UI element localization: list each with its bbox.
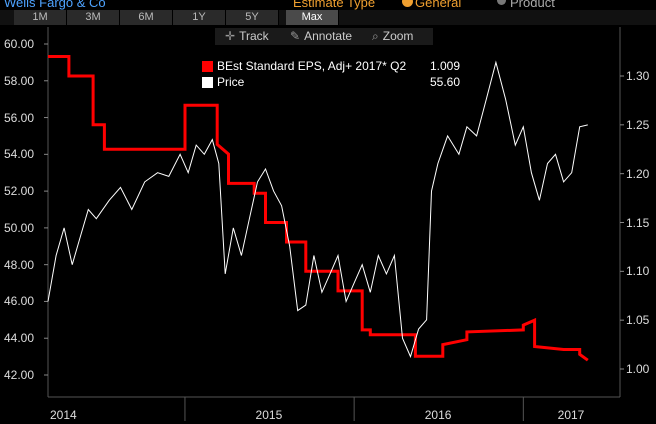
ticker-title: Wells Fargo & Co: [4, 0, 106, 10]
eps-series-line: [48, 55, 589, 362]
price-swatch: [202, 77, 213, 89]
crosshair-icon: ✛: [225, 29, 236, 43]
range-3m-button[interactable]: 3M: [67, 10, 120, 25]
y-left-tick-label: 52.00: [4, 184, 35, 199]
header-bar: Wells Fargo & Co Estimate Type General P…: [0, 0, 656, 10]
y-left-tick-label: 54.00: [4, 147, 35, 162]
annotate-label: Annotate: [304, 29, 353, 43]
track-tool[interactable]: ✛ Track: [225, 28, 269, 45]
legend-price: Price 55.60: [202, 75, 460, 90]
range-max-button[interactable]: Max: [286, 10, 339, 25]
option-product[interactable]: Product: [510, 0, 555, 10]
y-right-tick-label: 1.30: [626, 69, 650, 83]
legend-eps: BEst Standard EPS, Adj+ 2017* Q2 1.009: [202, 59, 460, 74]
chart-legend: BEst Standard EPS, Adj+ 2017* Q2 1.009 P…: [200, 57, 462, 91]
y-left-tick-label: 48.00: [4, 257, 35, 272]
price-label: Price: [217, 75, 245, 89]
track-label: Track: [239, 29, 269, 43]
y-right-tick-label: 1.10: [626, 264, 650, 279]
eps-swatch: [202, 61, 213, 73]
y-right-tick-label: 1.00: [626, 362, 650, 376]
y-right-tick-label: 1.20: [626, 166, 650, 181]
range-bar: 1M 3M 6M 1Y 5Y Max: [0, 10, 656, 25]
pencil-icon: ✎: [290, 29, 301, 43]
estimate-type-label: Estimate Type: [293, 0, 376, 10]
y-left-tick-label: 50.00: [4, 220, 35, 235]
y-left-tick-label: 58.00: [4, 73, 35, 88]
magnifier-icon: ⌕: [372, 29, 379, 43]
annotate-tool[interactable]: ✎ Annotate: [290, 28, 352, 45]
x-tick-label: 2016: [424, 408, 452, 422]
range-1y-button[interactable]: 1Y: [173, 10, 226, 25]
radio-general[interactable]: [402, 0, 413, 7]
eps-value: 1.009: [429, 59, 460, 73]
zoom-tool[interactable]: ⌕ Zoom: [372, 28, 413, 45]
price-value: 55.60: [429, 75, 460, 89]
chart-toolbar: ✛ Track ✎ Annotate ⌕ Zoom: [215, 28, 433, 45]
range-5y-button[interactable]: 5Y: [226, 10, 279, 25]
price-series-line: [47, 60, 588, 359]
x-tick-label: 2014: [50, 408, 77, 422]
x-tick-label: 2017: [557, 408, 585, 422]
y-left-tick-label: 44.00: [4, 331, 35, 346]
x-tick-label: 2015: [255, 408, 283, 422]
y-left-tick-label: 46.00: [4, 294, 35, 309]
y-right-tick-label: 1.05: [626, 313, 650, 328]
y-left-tick-label: 60.00: [4, 37, 35, 51]
y-left-tick-label: 56.00: [4, 110, 35, 125]
option-general[interactable]: General: [415, 0, 462, 10]
y-left-tick-label: 42.00: [4, 368, 35, 382]
y-right-tick-label: 1.15: [626, 215, 650, 230]
eps-label: BEst Standard EPS, Adj+ 2017* Q2: [217, 59, 407, 73]
zoom-label: Zoom: [382, 29, 414, 43]
radio-product[interactable]: [497, 0, 506, 5]
range-6m-button[interactable]: 6M: [120, 10, 173, 25]
range-1m-button[interactable]: 1M: [14, 10, 67, 25]
y-right-tick-label: 1.25: [626, 117, 650, 132]
